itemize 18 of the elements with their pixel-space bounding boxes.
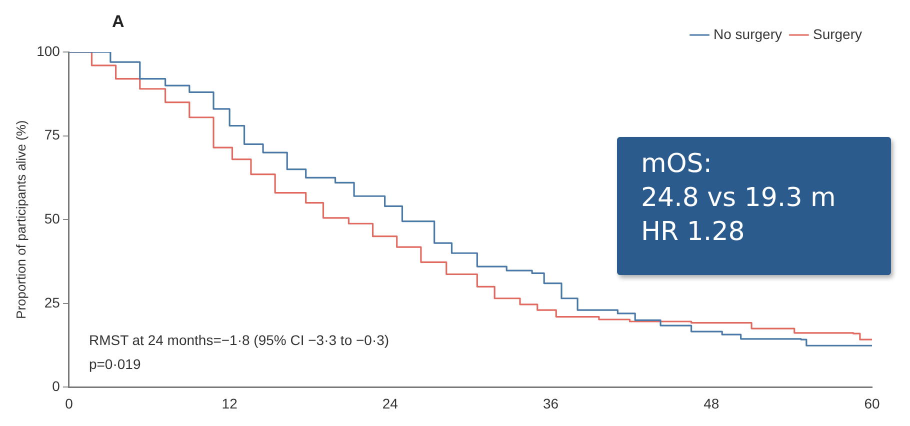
y-tick-label: 0 [52, 378, 60, 394]
x-tick-label: 0 [65, 395, 74, 412]
chart-title: A [112, 12, 124, 32]
y-tick-label: 100 [36, 42, 60, 59]
legend-label: No surgery [714, 26, 782, 42]
legend-label: Surgery [812, 26, 862, 42]
x-tick-label: 36 [542, 395, 559, 412]
x-tick-label: 60 [864, 395, 880, 412]
annotation: mOS: 24.8 vs 19.3 m HR 1.28 [617, 137, 891, 275]
x-tick-label: 48 [704, 395, 720, 412]
annotation: RMST at 24 months=−1·8 (95% CI −3·3 to −0·3) [88, 332, 390, 348]
x-tick-label: 12 [222, 395, 238, 412]
y-axis-title: Proportion of participants alive (%) [13, 120, 28, 319]
y-tick-label: 25 [44, 294, 60, 310]
annotation: p=0·019 [88, 356, 141, 372]
y-tick-label: 50 [44, 210, 60, 226]
x-tick-label: 24 [382, 395, 398, 412]
y-tick-label: 75 [44, 126, 60, 143]
